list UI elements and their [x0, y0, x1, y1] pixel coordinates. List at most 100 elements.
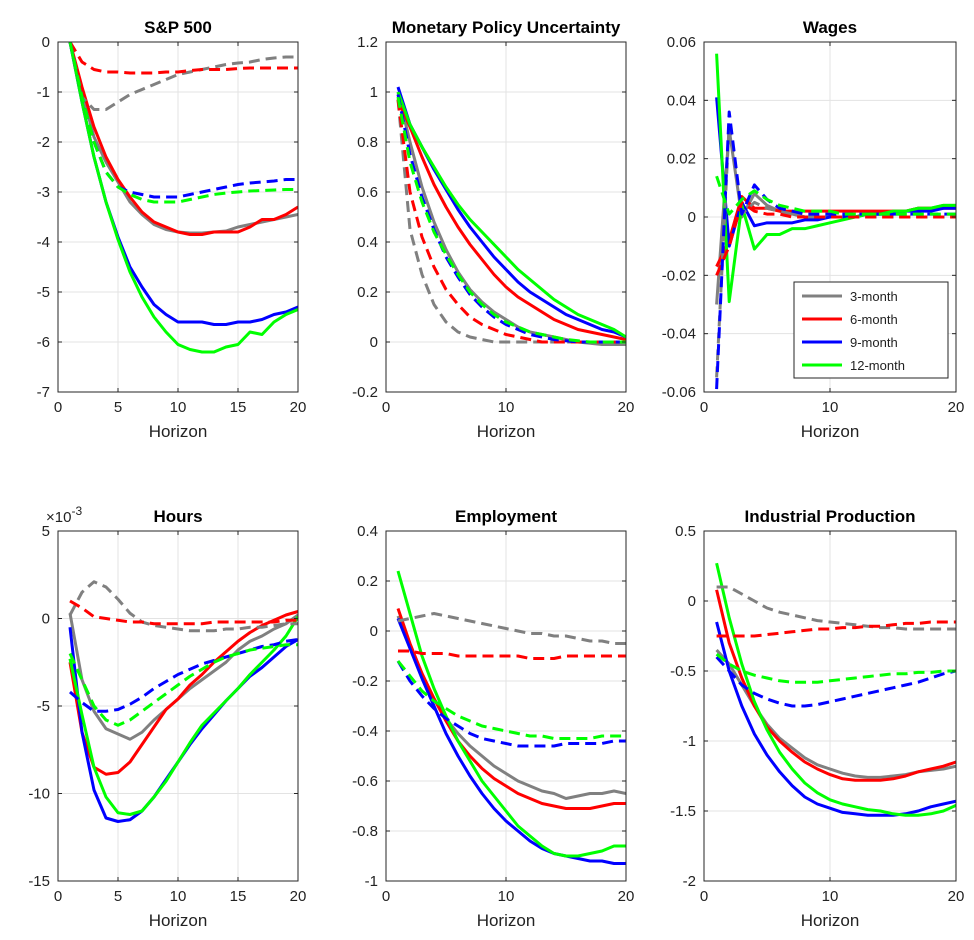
x-tick-label: 10: [170, 399, 187, 416]
series-group: [715, 562, 956, 817]
y-tick-label: 0: [370, 334, 378, 351]
series-line-9-month-dashed: [715, 655, 956, 708]
y-tick-label: -3: [37, 184, 50, 201]
y-tick-label: -15: [28, 873, 50, 890]
y-tick-label: 0: [42, 611, 50, 628]
y-tick-label: -2: [683, 873, 696, 890]
x-axis-label: Horizon: [149, 911, 208, 930]
x-tick-label: 5: [114, 399, 122, 416]
x-axis-label: Horizon: [149, 422, 208, 441]
series-line-6-month-dashed: [68, 42, 298, 75]
y-tick-label: 0.04: [667, 92, 696, 109]
y-tick-label: 0.6: [357, 184, 378, 201]
legend-label: 9-month: [850, 335, 898, 350]
y-tick-label: 0.4: [357, 523, 378, 540]
series-line-3-month-solid: [715, 648, 956, 779]
legend-label: 6-month: [850, 312, 898, 327]
x-tick-label: 0: [700, 399, 708, 416]
series-line-12-month-dashed: [715, 653, 956, 684]
y-tick-label: 0.06: [667, 34, 696, 51]
x-tick-label: 0: [54, 399, 62, 416]
y-tick-label: 0: [688, 209, 696, 226]
series-line-9-month-solid: [715, 621, 956, 817]
y-tick-label: -0.4: [352, 723, 378, 740]
panel-title: Industrial Production: [745, 507, 916, 526]
x-tick-label: 0: [382, 399, 390, 416]
legend: 3-month 6-month 9-month 12-month: [793, 281, 949, 379]
x-tick-label: 5: [114, 888, 122, 905]
y-tick-label: 0.2: [357, 573, 378, 590]
y-exponent-label: ×10-3: [46, 504, 82, 526]
panel-title: Monetary Policy Uncertainty: [392, 18, 621, 37]
series-line-12-month-solid: [715, 562, 956, 817]
panel-3: 0 5 10 15 20 -15 -10 -5 0 5 Hours ×10-3 Horizon: [28, 504, 306, 930]
series-line-12-month-solid: [68, 615, 298, 816]
panel-title: S&P 500: [144, 18, 212, 37]
series-line-3-month-solid: [68, 612, 298, 741]
y-tick-label: 0.02: [667, 151, 696, 168]
series-line-6-month-dashed: [398, 649, 626, 660]
x-tick-label: 10: [498, 888, 515, 905]
x-tick-label: 0: [700, 888, 708, 905]
y-tick-label: -1: [683, 733, 696, 750]
series-line-6-month-solid: [68, 42, 298, 236]
series-group: [396, 570, 626, 865]
series-line-9-month-dashed: [68, 42, 298, 199]
x-tick-label: 10: [822, 399, 839, 416]
legend-label: 3-month: [850, 289, 898, 304]
y-tick-label: -6: [37, 334, 50, 351]
series-line-6-month-dashed: [716, 620, 956, 638]
y-tick-label: -2: [37, 134, 50, 151]
series-line-6-month-dashed: [69, 599, 298, 626]
series-line-3-month-dashed: [68, 580, 298, 633]
series-line-12-month-solid: [715, 53, 956, 304]
y-tick-label: 0.4: [357, 234, 378, 251]
x-tick-label: 10: [170, 888, 187, 905]
series-group: [396, 86, 626, 346]
y-tick-label: -1: [365, 873, 378, 890]
y-tick-label: -5: [37, 284, 50, 301]
x-tick-label: 20: [618, 888, 635, 905]
y-tick-label: -0.6: [352, 773, 378, 790]
y-tick-label: 0.2: [357, 284, 378, 301]
y-tick-label: 0: [688, 593, 696, 610]
x-tick-label: 15: [230, 399, 247, 416]
panel-2: 0 10 20 -0.06 -0.04 -0.02 0 0.02 0.04 0.06 Wages Ho…: [662, 18, 965, 441]
x-axis-label: Horizon: [477, 422, 536, 441]
y-tick-label: 1: [370, 84, 378, 101]
legend-box: [793, 281, 949, 379]
y-tick-label: -4: [37, 234, 50, 251]
x-axis-label: Horizon: [477, 911, 536, 930]
panel-0: 0 5 10 15 20 -7 -6 -5 -4 -3 -2 -1 0 S&P 500 Horizon: [37, 18, 307, 441]
series-line-6-month-solid: [396, 98, 626, 341]
y-tick-label: 0: [370, 623, 378, 640]
x-axis-label: Horizon: [801, 422, 860, 441]
series-line-9-month-solid: [396, 617, 626, 865]
series-line-12-month-dashed: [396, 96, 626, 344]
x-tick-label: 20: [290, 399, 307, 416]
x-tick-label: 10: [822, 888, 839, 905]
series-line-12-month-dashed: [396, 660, 626, 740]
y-tick-label: -1: [37, 84, 50, 101]
y-tick-label: 1.2: [357, 34, 378, 51]
series-line-12-month-dashed: [68, 42, 298, 204]
y-tick-label: 5: [42, 523, 50, 540]
series-line-12-month-dashed: [68, 643, 298, 727]
y-tick-label: -0.04: [662, 326, 696, 343]
series-group: [715, 53, 956, 390]
series-line-9-month-solid: [715, 97, 956, 248]
series-line-3-month-dashed: [397, 612, 626, 645]
x-tick-label: 0: [382, 888, 390, 905]
y-tick-label: -10: [28, 786, 50, 803]
series-group: [68, 580, 298, 823]
series-line-9-month-solid: [68, 42, 298, 326]
x-axis-label: Horizon: [801, 911, 860, 930]
x-tick-label: 20: [290, 888, 307, 905]
series-line-9-month-dashed: [69, 638, 298, 713]
y-tick-label: 0: [42, 34, 50, 51]
y-tick-label: -1.5: [670, 803, 696, 820]
y-tick-label: -0.5: [670, 663, 696, 680]
series-line-12-month-solid: [68, 42, 298, 354]
